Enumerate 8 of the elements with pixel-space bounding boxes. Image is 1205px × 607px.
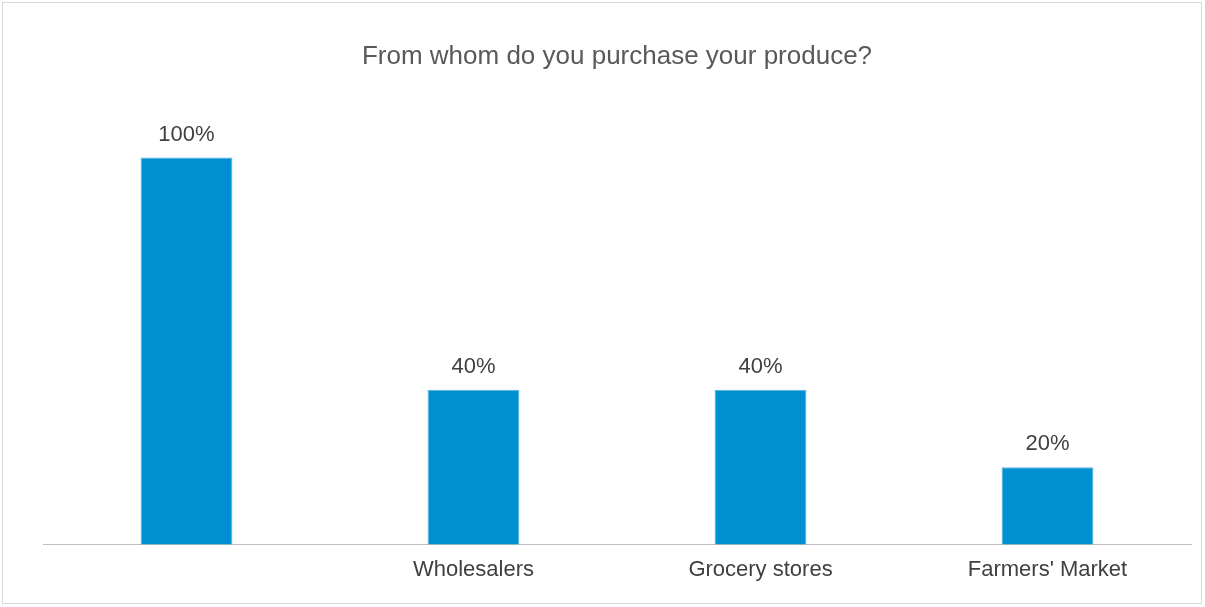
chart-title: From whom do you purchase your produce?: [361, 39, 873, 70]
data-label: 40%: [451, 352, 496, 378]
data-label: 100%: [158, 120, 215, 146]
data-label: 20%: [1025, 430, 1070, 456]
x-tick-label: Farmers' Market: [967, 555, 1128, 581]
x-tick-label: Wholesalers: [412, 555, 535, 581]
data-label: 40%: [738, 352, 783, 378]
x-tick-label: Grocery stores: [688, 555, 833, 581]
